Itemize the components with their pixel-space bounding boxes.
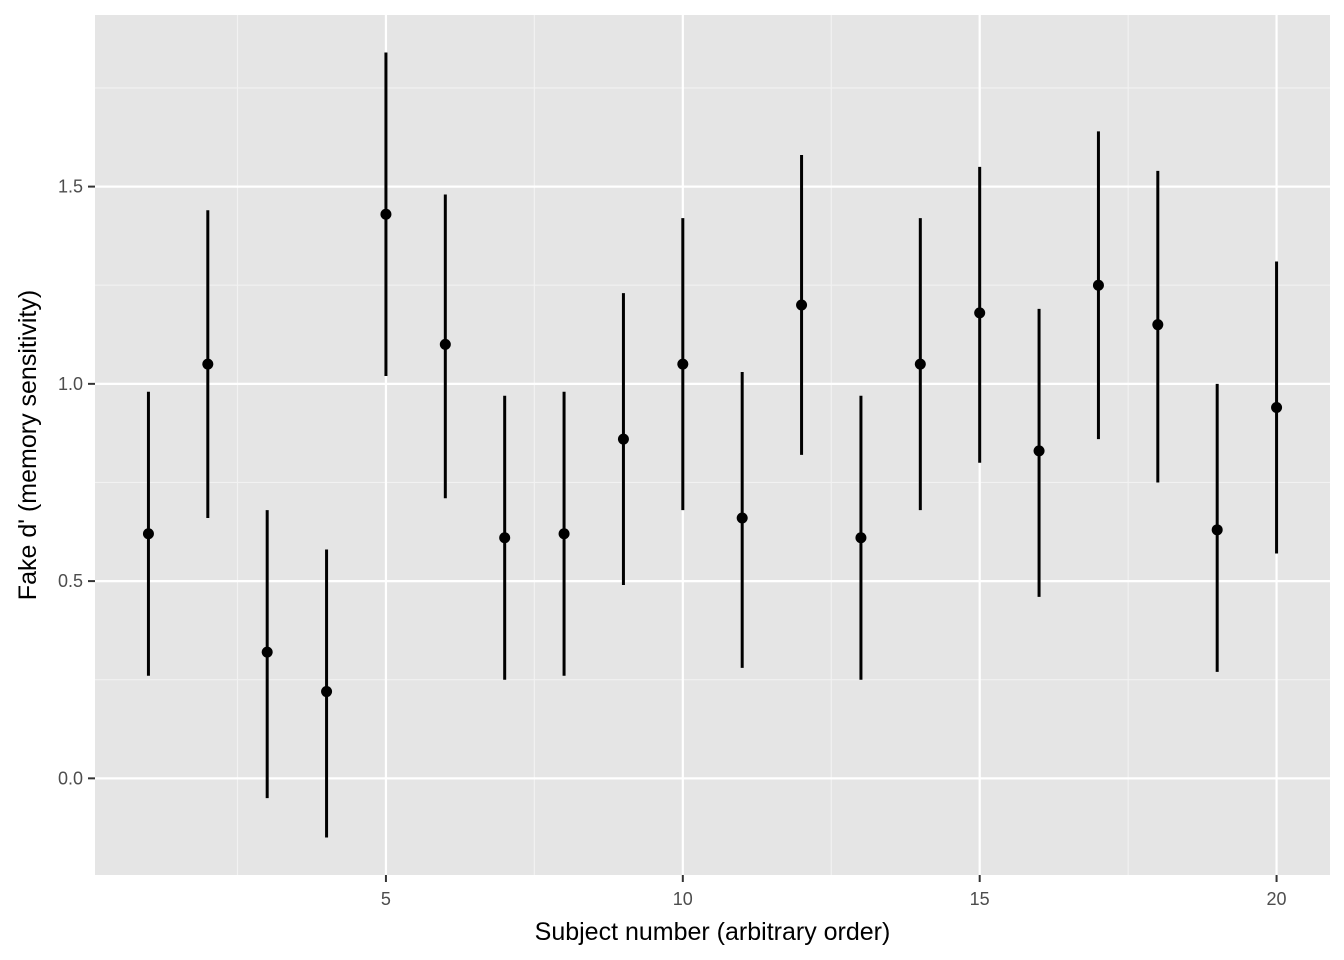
y-tick-label: 1.5 <box>58 177 83 197</box>
data-point <box>855 532 867 544</box>
data-point <box>736 512 748 524</box>
data-point <box>617 433 629 445</box>
y-tick-label: 1.0 <box>58 374 83 394</box>
x-axis-tick-labels: 5 10 15 20 <box>381 889 1287 909</box>
data-point <box>380 208 392 220</box>
y-axis-tick-labels: 0.0 0.5 1.0 1.5 <box>58 177 83 789</box>
data-point <box>914 358 926 370</box>
y-axis-title: Fake d' (memory sensitivity) <box>14 290 42 600</box>
data-point <box>796 299 808 311</box>
x-tick-label: 10 <box>673 889 693 909</box>
axis-ticks <box>88 185 1278 882</box>
data-point <box>321 686 333 698</box>
data-point <box>1211 524 1223 536</box>
data-point <box>142 528 154 540</box>
data-point <box>677 358 689 370</box>
x-axis-title: Subject number (arbitrary order) <box>535 918 891 946</box>
data-point <box>1271 402 1283 414</box>
data-point <box>558 528 570 540</box>
minor-gridlines <box>95 15 1330 875</box>
data-point <box>261 646 273 658</box>
data-points <box>142 208 1283 698</box>
x-tick-label: 20 <box>1267 889 1287 909</box>
y-tick-label: 0.5 <box>58 571 83 591</box>
x-tick-label: 5 <box>381 889 391 909</box>
data-point <box>1033 445 1045 457</box>
data-point <box>439 338 451 350</box>
data-point <box>974 307 986 319</box>
x-tick-label: 15 <box>970 889 990 909</box>
data-point <box>1092 279 1104 291</box>
major-gridlines <box>95 15 1330 875</box>
plot-panel <box>95 15 1330 875</box>
data-point <box>499 532 511 544</box>
y-tick-label: 0.0 <box>58 768 83 788</box>
data-point <box>202 358 214 370</box>
data-point <box>1152 319 1164 331</box>
